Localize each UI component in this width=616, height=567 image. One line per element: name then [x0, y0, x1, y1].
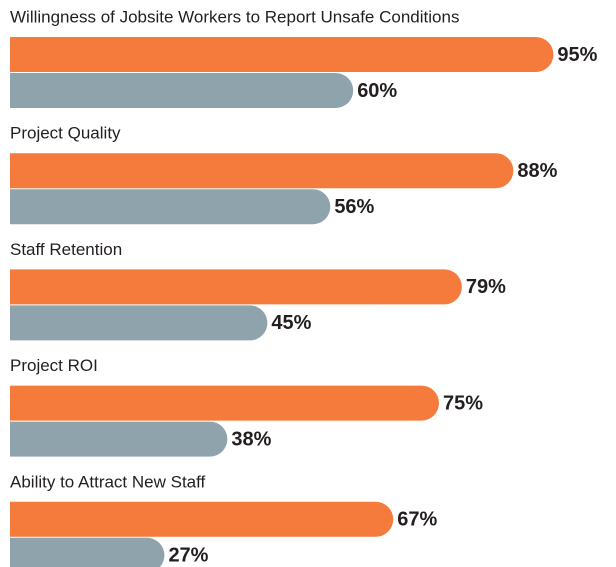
category-label: Willingness of Jobsite Workers to Report…: [10, 7, 459, 26]
value-label: 45%: [271, 312, 311, 334]
bar: [10, 385, 439, 421]
bar: [10, 189, 331, 225]
bar: [10, 153, 514, 189]
value-label: 95%: [557, 44, 597, 66]
category-label: Ability to Attract New Staff: [10, 472, 206, 491]
value-label: 27%: [168, 545, 208, 567]
value-label: 38%: [231, 428, 271, 450]
bar: [10, 73, 354, 108]
bar: [10, 421, 228, 457]
value-label: 88%: [517, 160, 557, 182]
bar: [10, 305, 268, 341]
category-label: Staff Retention: [10, 240, 122, 259]
bar: [10, 501, 394, 537]
value-label: 75%: [443, 392, 483, 414]
category-label: Project ROI: [10, 356, 98, 375]
value-label: 67%: [397, 509, 437, 531]
bar: [10, 537, 165, 567]
bar: [10, 269, 462, 305]
bar: [10, 37, 554, 72]
value-label: 79%: [466, 276, 506, 298]
value-label: 56%: [334, 196, 374, 218]
category-label: Project Quality: [10, 124, 121, 143]
value-label: 60%: [357, 80, 397, 102]
